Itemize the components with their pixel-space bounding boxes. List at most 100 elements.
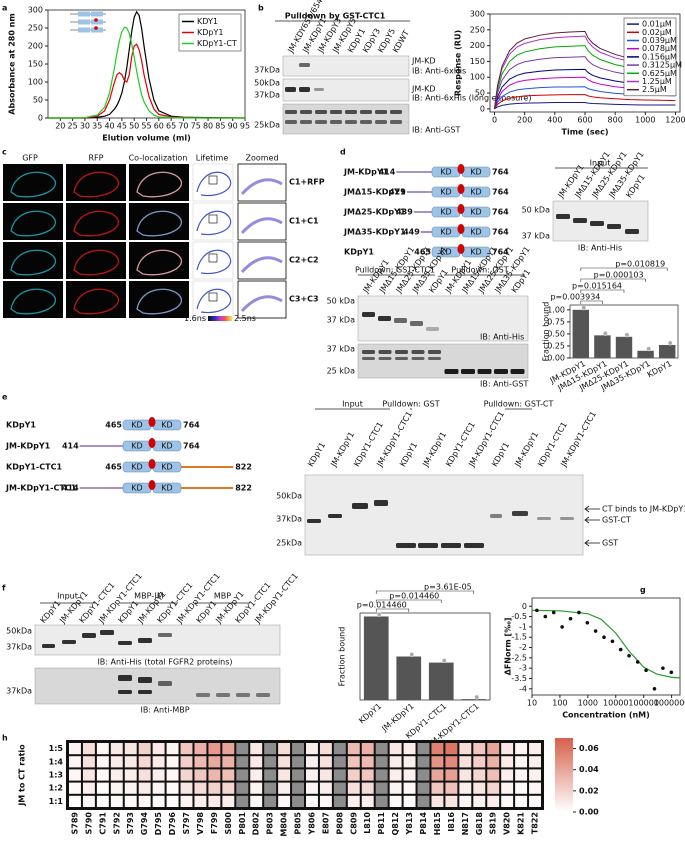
series-line [494,102,676,110]
colorbar-step [555,789,573,793]
blot-band [512,511,528,516]
column-label: S792 [112,812,121,834]
cell-outline [73,210,119,237]
column-label: D795 [154,812,163,836]
bar-dot [474,694,480,700]
heat-cell [473,743,486,755]
data-point [618,647,623,652]
panel-letter: h [2,734,8,743]
y-tick-label: -3 [519,664,527,673]
x-tick-label: 35 [92,122,102,131]
p-value: p=0.003934 [550,293,600,302]
heat-cell [250,756,263,768]
heat-cell [529,756,541,768]
blot-band [100,630,114,635]
domain-label: KD [440,168,451,177]
y-tick-label: 200 [470,41,485,50]
ib-label: IB: Anti-His [578,244,622,253]
heat-cell [529,782,541,794]
domain-label: KD [131,442,142,451]
colorbar-step [555,806,573,809]
blot-band [315,120,327,124]
column-label: S800 [224,812,233,835]
blot-band [556,214,570,219]
bar-dot [667,340,673,346]
heat-cell [82,769,95,781]
micrograph [66,164,126,201]
colorbar-step [555,773,573,776]
column-header: Lifetime [196,154,229,163]
heat-cell [515,756,528,768]
x-tick-label: 45 [117,122,127,131]
column-label: Y813 [405,812,414,836]
blot-title: Input [590,159,611,168]
heat-cell [361,769,374,781]
blot-band [362,357,375,360]
blot-title: Pulldown: GST [451,266,508,275]
data-point [543,614,548,619]
start-residue: 414 [379,168,396,177]
row-label: 1:1 [49,797,64,806]
inset-p [94,26,98,30]
y-tick-label: 300 [28,6,43,15]
bar [396,656,422,700]
mw-marker: 50kDa [276,492,302,501]
blot-title: MBP-JM [134,592,164,601]
data-point [610,639,615,644]
blot-band [390,110,402,114]
p-value: p=0.000103 [594,271,644,280]
blot-band [625,229,639,234]
y-tick-label: 300 [470,10,485,19]
blot-title: Pulldown: GST-CT [484,400,554,409]
heat-cell [431,756,444,768]
x-tick-label: 800 [608,116,623,125]
data-point [669,670,674,675]
colorbar-label: 0.04 [579,765,599,774]
x-tick-label: 10 [527,699,537,708]
heat-cell [445,795,458,807]
legend-label: KDpY1 [197,28,223,37]
colorbar-step [555,738,573,741]
p-value: p=0.015164 [572,282,622,291]
column-label: P808 [335,812,344,835]
blot-band [315,110,327,114]
arrow [584,539,600,547]
blot [304,474,584,556]
zoom-trace [240,295,283,313]
column-label: V820 [503,812,512,835]
phospho-site [148,438,156,448]
colorbar-step [555,793,573,796]
blot [34,667,281,705]
heat-cell [69,795,81,807]
data-point [652,687,657,691]
y-tick-label: 50 [33,96,43,105]
mw-marker: 37kDa [276,515,302,524]
micrograph [3,242,63,279]
colorbar-step [555,787,573,791]
blot-band [299,63,310,67]
heat-cell [124,769,137,781]
start-residue: 449 [403,228,420,237]
y-axis-label: ΔFNorm [‰] [504,618,513,676]
construct-name: KDpY1 [6,421,36,430]
row-label: 1:3 [49,771,63,780]
heat-cell [306,795,318,807]
column-label: P801 [238,812,247,835]
colorbar-step [555,750,573,754]
blot-band [196,693,210,697]
micrograph [66,281,126,318]
series-line [494,94,676,110]
blot [282,55,410,77]
cell-outline [73,288,119,315]
domain-label: KD [470,168,481,177]
bar [615,336,633,358]
y-tick-label: 50 [475,89,485,98]
column-label: S790 [84,812,93,835]
colorbar-step [555,769,573,772]
bar-dot [409,652,415,657]
blot-note: IB: Anti-6xHis [412,67,466,76]
mw-marker: 50kDa [6,627,32,636]
heat-cell [487,756,500,768]
empty-cell [375,795,388,807]
